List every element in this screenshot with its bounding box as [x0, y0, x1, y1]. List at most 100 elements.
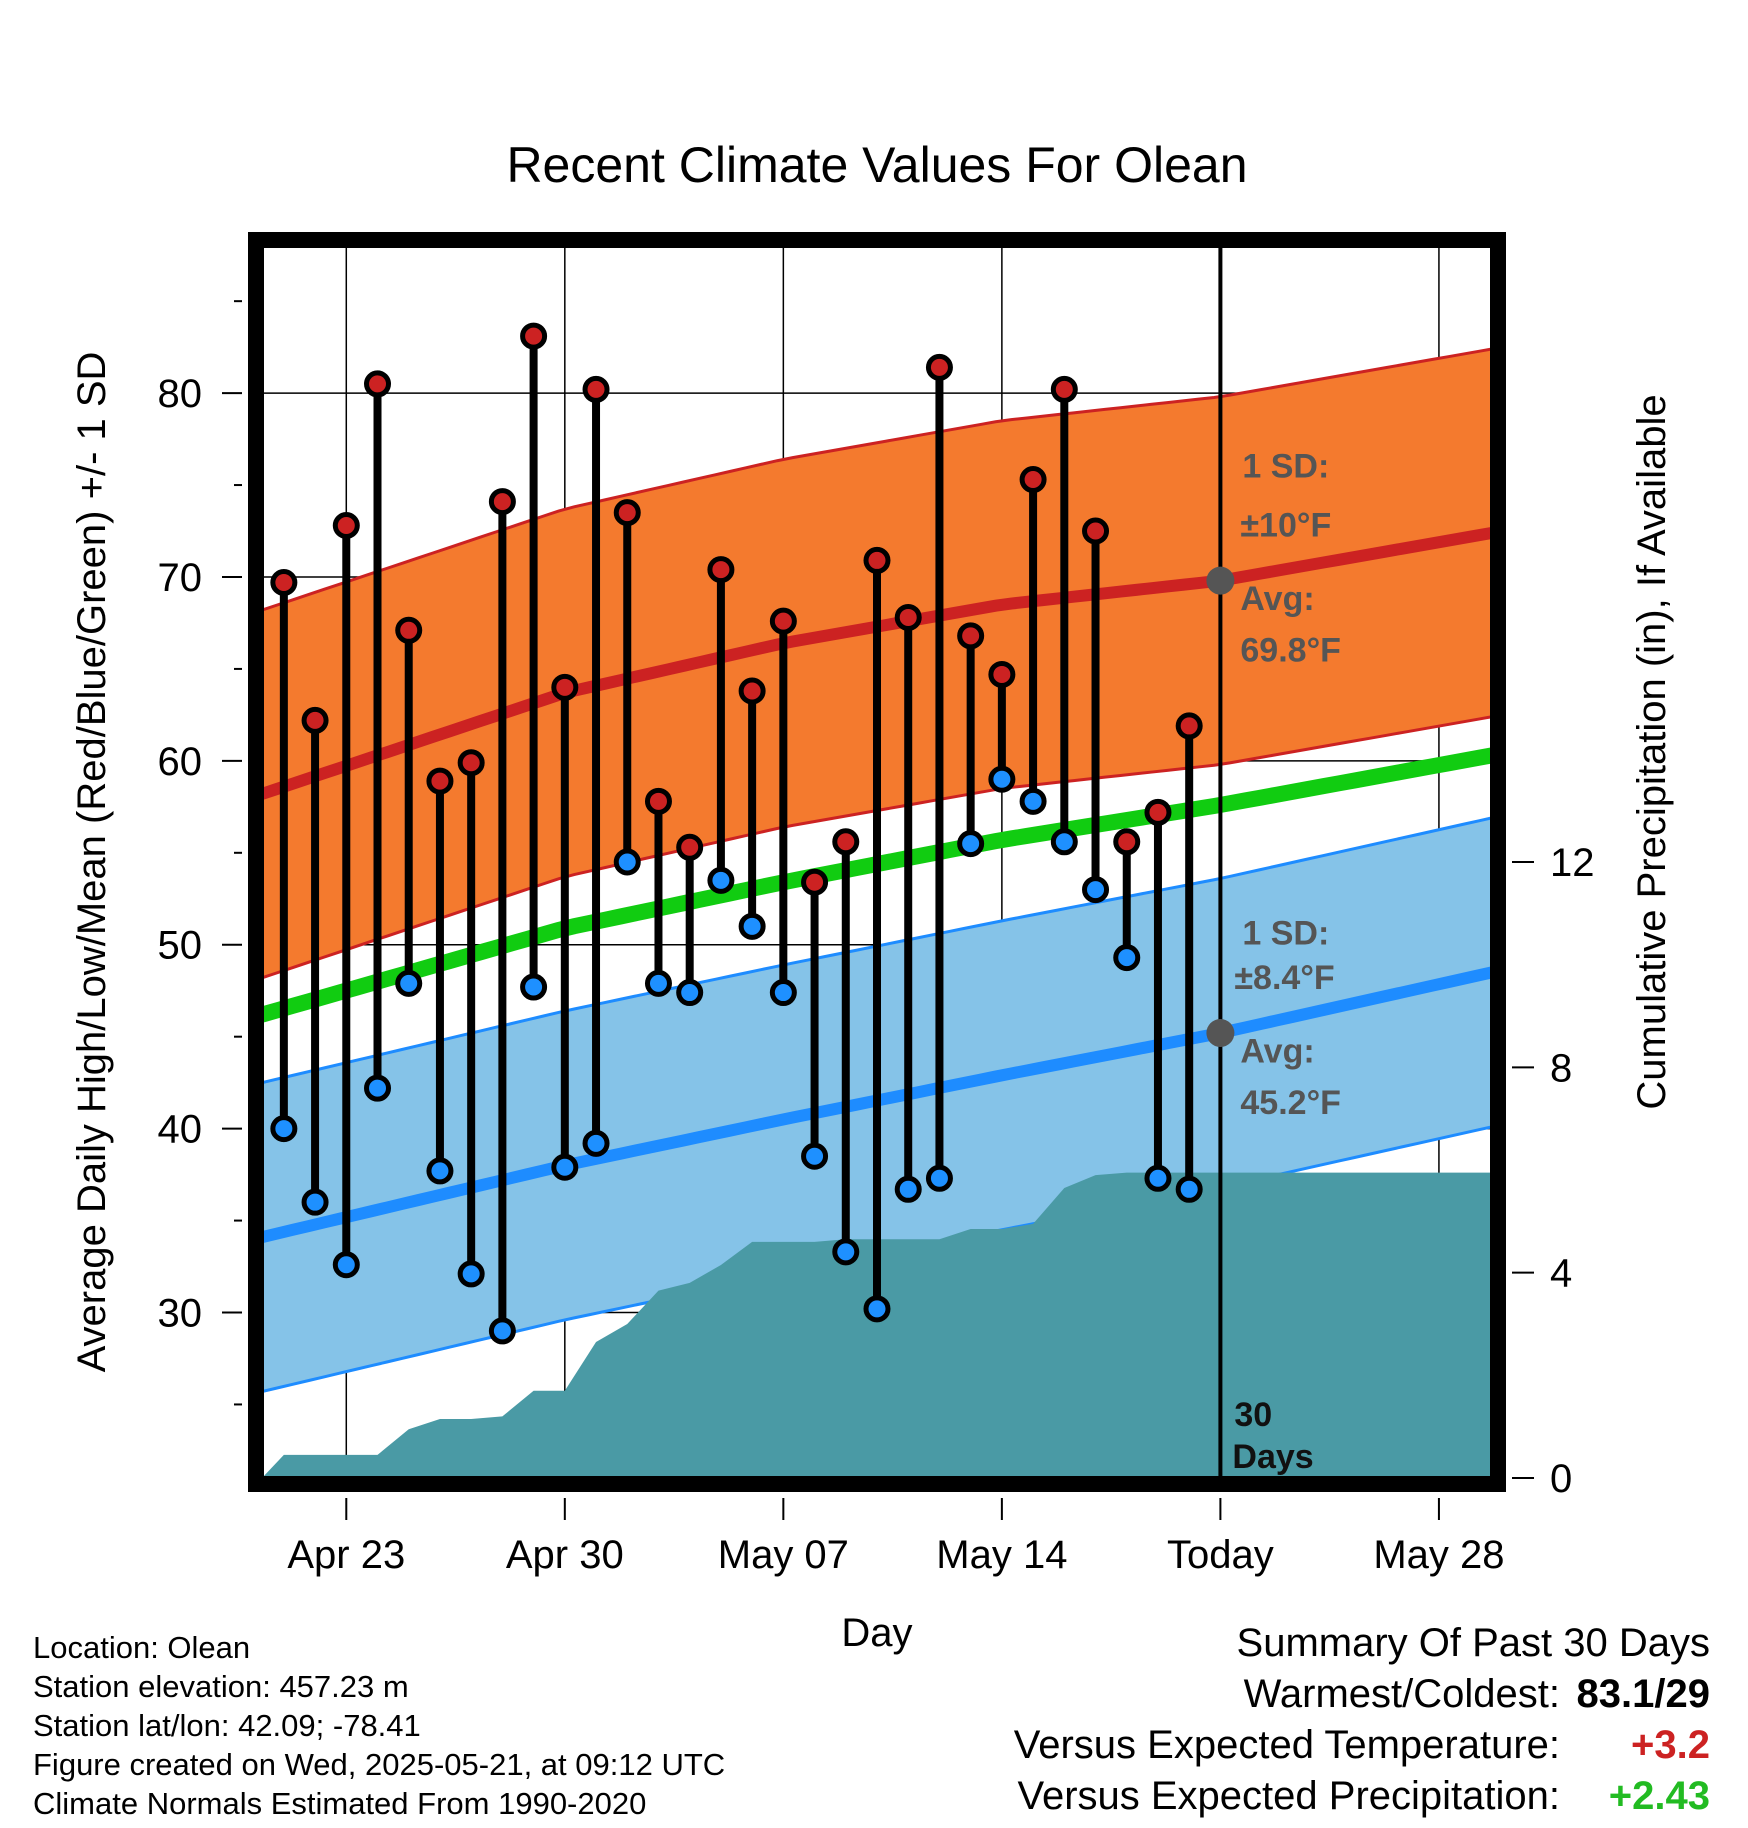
low-point-16 [769, 979, 797, 1007]
high-avg-value: 69.8°F [1240, 632, 1341, 670]
low-point-19 [863, 1295, 891, 1323]
low-point-26 [1082, 876, 1110, 904]
low-point-14 [707, 866, 735, 894]
low-point-8 [520, 973, 548, 1001]
today-low-avg-marker [1206, 1019, 1235, 1048]
x-tick-label-2: May 07 [718, 1533, 849, 1577]
y2-axis-label: Cumulative Precipitation (in), If Availa… [1630, 394, 1674, 1109]
high-point-19 [863, 546, 891, 574]
high-point-8 [520, 322, 548, 350]
low-point-28 [1144, 1164, 1172, 1192]
days-label-text: Days [1232, 1438, 1313, 1476]
low-point-11 [613, 848, 641, 876]
high-point-26 [1082, 517, 1110, 545]
warmest-value: 83.1 [1576, 1672, 1655, 1716]
y-tick-label-40: 40 [158, 1108, 203, 1152]
low-point-29 [1175, 1175, 1203, 1203]
y-tick-label-60: 60 [158, 740, 203, 784]
low-point-27 [1113, 944, 1141, 972]
chart-title: Recent Climate Values For Olean [506, 137, 1247, 193]
low-sd-label: 1 SD: [1242, 915, 1329, 953]
plot-area [262, 246, 1492, 1478]
low-point-1 [301, 1188, 329, 1216]
high-point-0 [270, 569, 298, 597]
high-point-1 [301, 706, 329, 734]
y-tick-label-50: 50 [158, 924, 203, 968]
high-point-27 [1113, 828, 1141, 856]
low-point-2 [332, 1251, 360, 1279]
low-point-12 [644, 969, 672, 997]
low-point-5 [426, 1157, 454, 1185]
high-point-2 [332, 511, 360, 539]
high-point-23 [988, 660, 1016, 688]
plot-frame [248, 232, 1506, 1492]
y2-tick-label-12: 12 [1550, 841, 1595, 885]
high-point-29 [1175, 712, 1203, 740]
normal-high-band-upper-edge [262, 347, 1492, 612]
temp-label: Versus Expected Temperature: [1013, 1723, 1560, 1767]
low-point-4 [395, 969, 423, 997]
y-axis-label: Average Daily High/Low/Mean (Red/Blue/Gr… [70, 352, 114, 1373]
x-tick-label-5: May 28 [1373, 1533, 1504, 1577]
low-avg-value: 45.2°F [1240, 1084, 1341, 1122]
high-point-11 [613, 499, 641, 527]
today-high-avg-marker [1206, 566, 1235, 595]
y-tick-label-30: 30 [158, 1292, 203, 1336]
low-point-22 [957, 830, 985, 858]
high-sd-value: ±10°F [1240, 507, 1331, 545]
precipitation-area [262, 1172, 1492, 1478]
low-point-20 [894, 1175, 922, 1203]
high-point-25 [1050, 375, 1078, 403]
high-point-16 [769, 607, 797, 635]
high-point-4 [395, 616, 423, 644]
high-sd-label: 1 SD: [1242, 448, 1329, 486]
low-point-13 [676, 979, 704, 1007]
created-text: Figure created on Wed, 2025-05-21, at 09… [33, 1747, 726, 1782]
precip-label: Versus Expected Precipitation: [1017, 1774, 1560, 1818]
x-axis-label: Day [841, 1611, 912, 1655]
elevation-text: Station elevation: 457.23 m [33, 1669, 409, 1704]
y2-tick-label-0: 0 [1550, 1457, 1572, 1501]
low-point-10 [582, 1129, 610, 1157]
high-point-28 [1144, 798, 1172, 826]
precip-anomaly-value: +2.43 [1608, 1774, 1710, 1818]
low-point-18 [832, 1238, 860, 1266]
low-sd-value: ±8.4°F [1234, 959, 1334, 997]
summary-panel: Summary Of Past 30 Days Warmest/Coldest:… [1014, 1618, 1710, 1822]
summary-precip-row: Versus Expected Precipitation: +2.43 [1014, 1771, 1710, 1822]
summary-title: Summary Of Past 30 Days [1236, 1621, 1710, 1665]
latlon-text: Station lat/lon: 42.09; -78.41 [33, 1708, 421, 1743]
high-point-3 [364, 370, 392, 398]
high-point-12 [644, 787, 672, 815]
normals-text: Climate Normals Estimated From 1990-2020 [33, 1786, 647, 1821]
x-tick-label-1: Apr 30 [506, 1533, 624, 1577]
y-tick-label-80: 80 [158, 372, 203, 416]
station-info: Location: Olean Station elevation: 457.2… [33, 1628, 725, 1823]
low-point-17 [801, 1142, 829, 1170]
low-point-15 [738, 912, 766, 940]
high-point-13 [676, 833, 704, 861]
coldest-value: /29 [1654, 1672, 1710, 1716]
high-point-24 [1019, 466, 1047, 494]
high-point-15 [738, 677, 766, 705]
high-point-7 [488, 488, 516, 516]
low-point-6 [457, 1260, 485, 1288]
location-text: Location: Olean [33, 1630, 251, 1665]
y-tick-label-70: 70 [158, 556, 203, 600]
summary-warmest-row: Warmest/Coldest: 83.1/29 [1014, 1669, 1710, 1720]
high-point-9 [551, 673, 579, 701]
high-point-6 [457, 749, 485, 777]
high-point-14 [707, 556, 735, 584]
high-point-10 [582, 375, 610, 403]
warmest-label: Warmest/Coldest: [1243, 1672, 1560, 1716]
y2-tick-label-4: 4 [1550, 1252, 1572, 1296]
low-point-23 [988, 765, 1016, 793]
high-avg-label: Avg: [1240, 580, 1314, 618]
days-label-number: 30 [1234, 1396, 1272, 1434]
x-tick-label-3: May 14 [936, 1533, 1067, 1577]
high-point-5 [426, 767, 454, 795]
high-point-21 [925, 353, 953, 381]
warmest-coldest-value: 83.1/29 [1560, 1669, 1710, 1720]
low-point-7 [488, 1317, 516, 1345]
high-point-17 [801, 868, 829, 896]
